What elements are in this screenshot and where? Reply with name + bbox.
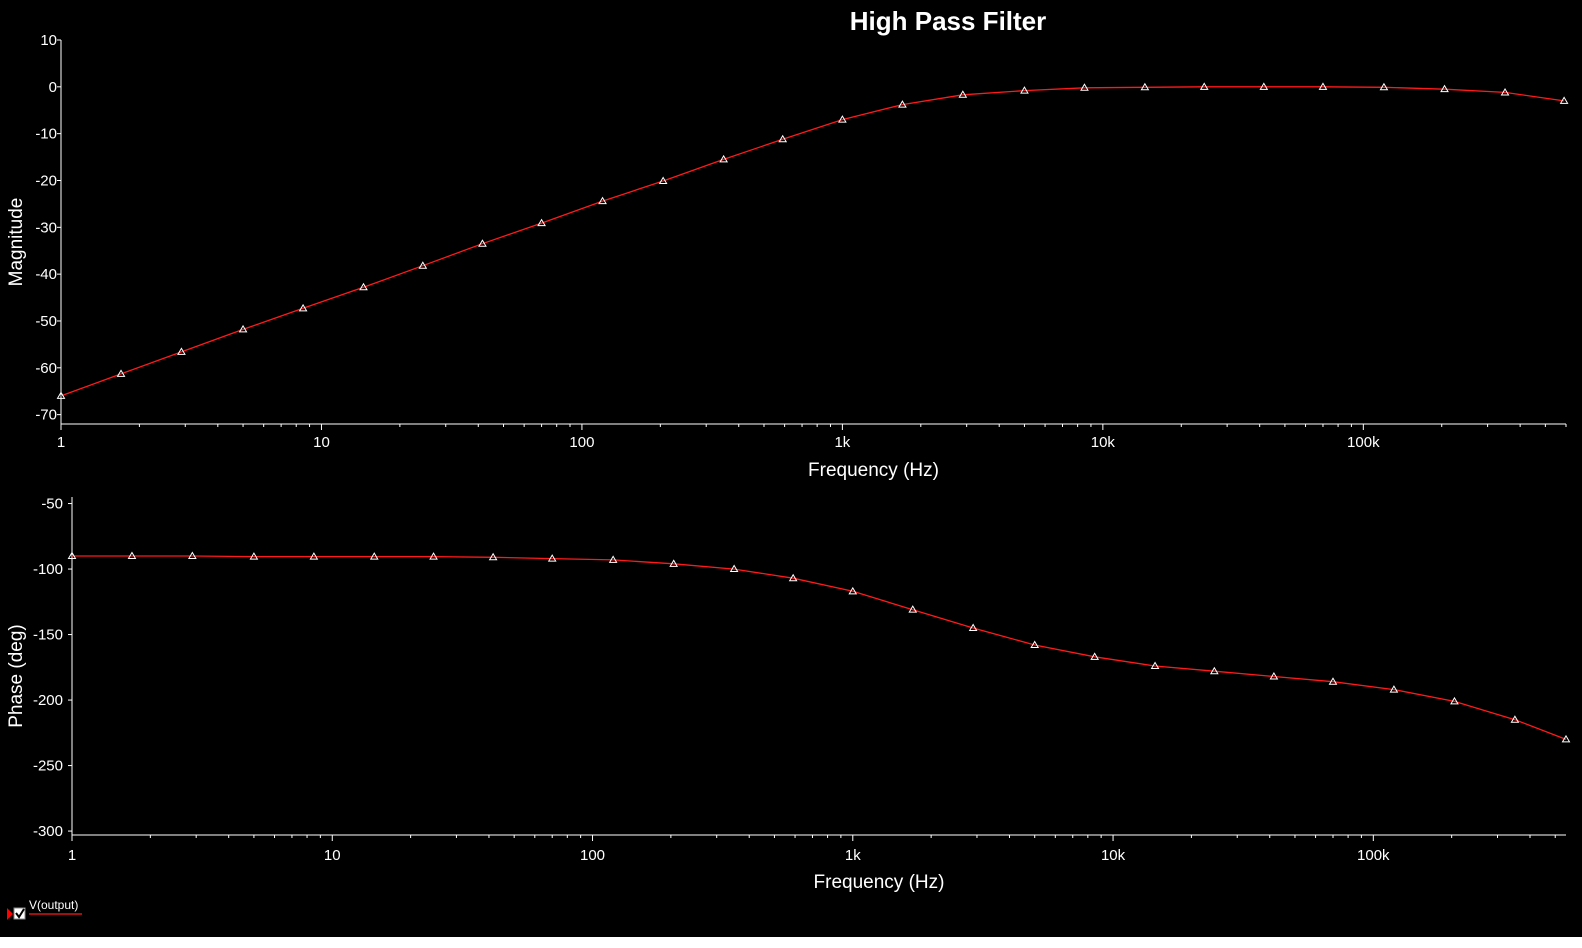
y-tick-label: -100 xyxy=(33,561,63,578)
chart-title: High Pass Filter xyxy=(850,6,1047,36)
data-point-marker xyxy=(1510,715,1520,723)
data-point-marker xyxy=(1561,734,1571,743)
data-point-marker xyxy=(309,552,319,560)
x-axis-label: Frequency (Hz) xyxy=(814,872,945,893)
data-point-marker xyxy=(1450,696,1459,705)
data-point-marker xyxy=(177,347,186,355)
data-point-marker xyxy=(1318,82,1328,90)
legend-arrow-icon xyxy=(7,908,13,920)
x-tick-label: 1k xyxy=(834,434,850,451)
data-point-marker xyxy=(598,196,607,205)
data-point-marker xyxy=(249,552,259,560)
data-point-marker xyxy=(1379,82,1389,91)
series-line xyxy=(72,555,1567,741)
y-tick-label: -30 xyxy=(35,219,57,236)
y-tick-label: 10 xyxy=(40,32,57,49)
data-point-marker xyxy=(369,552,379,560)
data-point-marker xyxy=(238,324,248,333)
top-edge xyxy=(0,0,1582,4)
y-tick-label: -250 xyxy=(33,758,63,775)
y-tick-label: -50 xyxy=(35,313,57,330)
data-point-marker xyxy=(537,218,546,227)
x-tick-label: 1 xyxy=(57,434,65,451)
phase-panel: -50 -100 -150 -200 -250 -300 1 10 100 1k 10k 100k Fr… xyxy=(6,496,1571,893)
legend-label: V(output) xyxy=(29,898,78,912)
data-point-marker xyxy=(848,586,858,595)
y-tick-label: -200 xyxy=(33,692,63,709)
data-point-marker xyxy=(968,623,978,632)
y-axis-label: Phase (deg) xyxy=(6,624,27,728)
data-point-marker xyxy=(116,369,126,377)
y-tick-label: -20 xyxy=(35,172,57,189)
x-tick-label: 100 xyxy=(580,847,605,864)
data-point-marker xyxy=(1440,84,1449,93)
bottom-edge xyxy=(0,937,1582,948)
data-point-marker xyxy=(1389,685,1399,693)
x-tick-label: 1 xyxy=(68,847,76,864)
x-tick-label: 10 xyxy=(313,434,330,451)
data-point-marker xyxy=(719,154,729,163)
data-point-marker xyxy=(1559,96,1569,104)
data-point-marker xyxy=(359,282,368,291)
data-point-marker xyxy=(187,551,197,559)
data-point-marker xyxy=(429,552,438,560)
data-point-marker xyxy=(488,552,498,561)
data-point-marker xyxy=(669,559,679,567)
data-point-marker xyxy=(778,134,788,143)
data-point-marker xyxy=(898,100,907,108)
data-point-marker xyxy=(1020,86,1029,94)
x-tick-label: 10k xyxy=(1101,847,1126,864)
data-point-marker xyxy=(478,239,487,247)
data-point-marker xyxy=(418,261,428,269)
data-point-marker xyxy=(1259,82,1269,90)
data-point-marker xyxy=(1500,87,1510,96)
data-point-marker xyxy=(1199,82,1209,90)
data-point-marker xyxy=(1080,83,1089,91)
data-point-marker xyxy=(298,303,308,312)
legend[interactable]: V(output) xyxy=(4,896,94,926)
checkmark-icon xyxy=(15,908,25,919)
data-point-marker xyxy=(608,555,618,563)
y-tick-label: 0 xyxy=(49,79,57,96)
data-point-marker xyxy=(547,554,557,562)
data-point-marker xyxy=(838,115,847,123)
series-line xyxy=(60,86,1565,397)
x-tick-label: 1k xyxy=(845,847,861,864)
y-tick-label: -40 xyxy=(35,266,57,283)
data-point-marker xyxy=(1090,652,1100,660)
data-point-marker xyxy=(1030,640,1040,649)
data-point-marker xyxy=(729,564,739,573)
data-point-marker xyxy=(908,605,918,613)
y-axis-label: Magnitude xyxy=(6,198,27,287)
data-point-marker xyxy=(67,551,77,559)
data-point-marker xyxy=(1150,661,1160,669)
data-point-marker xyxy=(1209,666,1219,675)
y-tick-label: -10 xyxy=(35,126,57,143)
legend-checkbox[interactable] xyxy=(13,907,26,920)
data-point-marker xyxy=(1269,671,1279,680)
data-point-marker xyxy=(958,90,968,98)
y-tick-label: -150 xyxy=(33,627,63,644)
x-tick-label: 10 xyxy=(324,847,341,864)
y-tick-label: -50 xyxy=(41,496,63,513)
data-point-marker xyxy=(1328,677,1338,685)
y-tick-label: -300 xyxy=(33,823,63,840)
magnitude-panel: 100-10-20-30-40-50-60-701 10 100 1k 10k 100kF… xyxy=(6,32,1569,481)
data-point-marker xyxy=(788,573,798,582)
x-axis-label: Frequency (Hz) xyxy=(808,460,939,481)
y-tick-label: -70 xyxy=(35,407,57,424)
data-point-marker xyxy=(658,176,668,184)
data-point-marker xyxy=(127,551,137,559)
x-tick-label: 10k xyxy=(1091,434,1116,451)
x-tick-label: 100k xyxy=(1347,434,1380,451)
x-tick-label: 100 xyxy=(569,434,594,451)
x-tick-label: 100k xyxy=(1357,847,1390,864)
y-tick-label: -60 xyxy=(35,360,57,377)
data-point-marker xyxy=(56,391,66,399)
data-point-marker xyxy=(1140,82,1150,91)
